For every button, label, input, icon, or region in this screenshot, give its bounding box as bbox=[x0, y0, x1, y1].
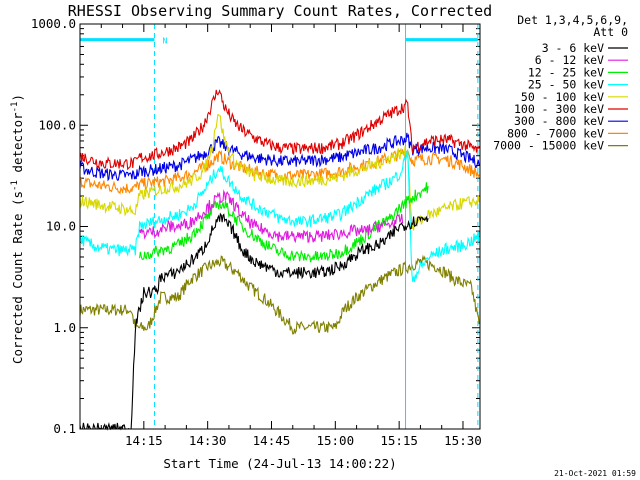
y-tick-label: 0.1 bbox=[53, 421, 76, 436]
x-tick-label: 15:00 bbox=[316, 433, 354, 448]
x-tick-label: 15:30 bbox=[444, 433, 482, 448]
series-line bbox=[79, 89, 480, 171]
legend-label: 50 - 100 keV bbox=[521, 90, 604, 104]
plot-frame bbox=[79, 23, 481, 430]
series-line bbox=[79, 147, 480, 195]
series-line bbox=[79, 149, 480, 283]
legend-header-line1: Det 1,3,4,5,6,9, bbox=[517, 13, 628, 27]
series-line bbox=[139, 182, 429, 263]
legend-label: 12 - 25 keV bbox=[528, 65, 604, 79]
chart-title: RHESSI Observing Summary Count Rates, Co… bbox=[68, 2, 492, 20]
series-line bbox=[79, 132, 480, 182]
legend-header-line2: Att 0 bbox=[593, 25, 628, 39]
series-line bbox=[79, 254, 480, 335]
timestamp: 21-Oct-2021 01:59 bbox=[554, 469, 636, 478]
legend-label: 6 - 12 keV bbox=[535, 53, 604, 67]
legend-label: 7000 - 15000 keV bbox=[493, 139, 604, 153]
y-tick-label: 1000.0 bbox=[31, 16, 76, 31]
x-tick-label: 14:30 bbox=[189, 433, 227, 448]
legend-label: 3 - 6 keV bbox=[542, 41, 604, 55]
series-line bbox=[79, 212, 429, 431]
legend-label: 25 - 50 keV bbox=[528, 78, 604, 92]
series-line bbox=[139, 189, 404, 244]
x-tick-label: 15:15 bbox=[380, 433, 418, 448]
series-line bbox=[79, 113, 480, 231]
legend-label: 100 - 300 keV bbox=[514, 102, 604, 116]
y-tick-label: 10.0 bbox=[46, 219, 76, 234]
x-tick-label: 14:15 bbox=[125, 433, 163, 448]
y-tick-label: 1.0 bbox=[53, 320, 76, 335]
y-tick-label: 100.0 bbox=[38, 117, 76, 132]
y-axis-label: Corrected Count Rate (s-1 detector-1) bbox=[10, 94, 25, 364]
legend-label: 300 - 800 keV bbox=[514, 114, 604, 128]
night-flag-label: N bbox=[162, 37, 167, 46]
plot-area: N bbox=[79, 23, 480, 431]
x-axis-label: Start Time (24-Jul-13 14:00:22) bbox=[163, 456, 396, 471]
x-tick-label: 14:45 bbox=[253, 433, 291, 448]
legend-label: 800 - 7000 keV bbox=[507, 126, 604, 140]
